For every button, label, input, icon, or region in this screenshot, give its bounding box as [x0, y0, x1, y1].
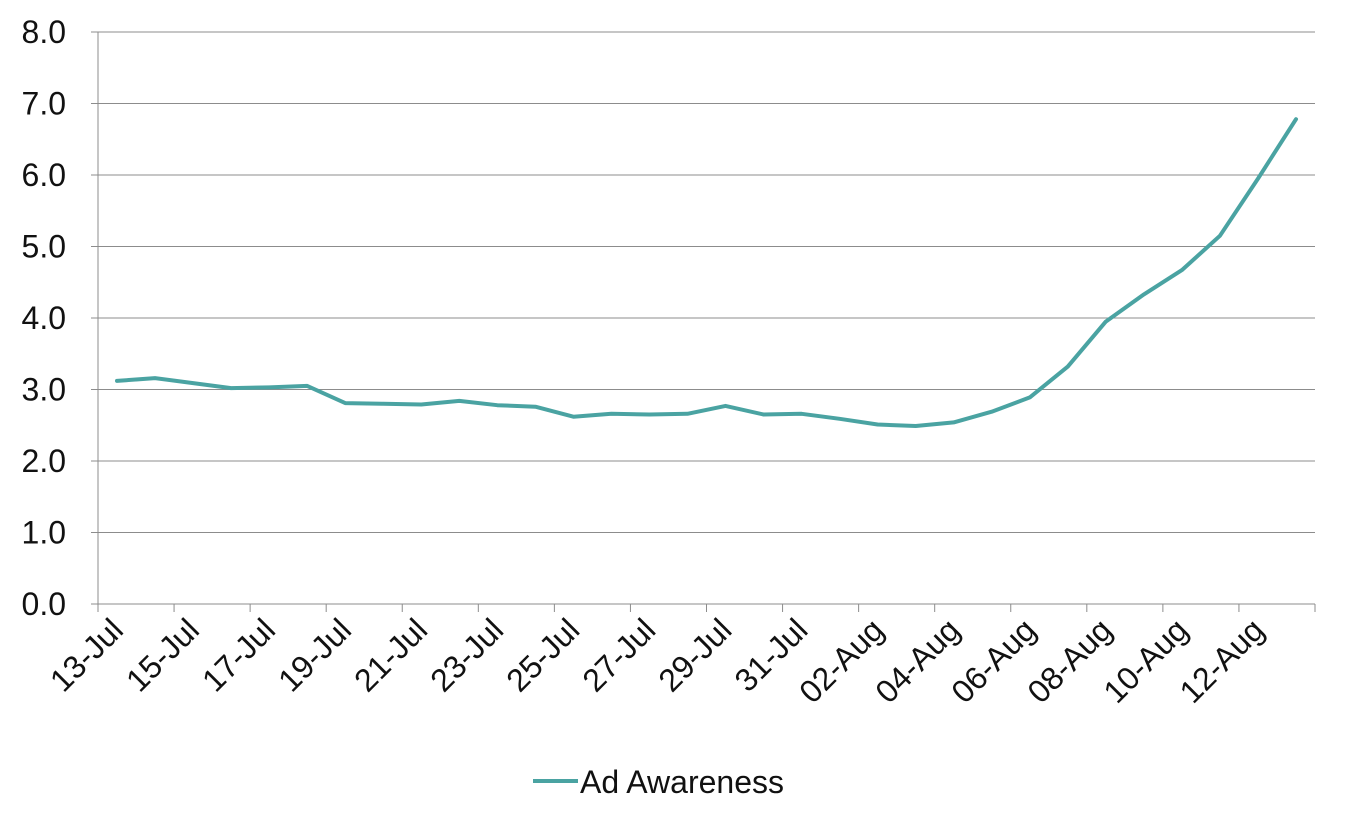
x-tick-label: 17-Jul: [195, 611, 282, 698]
x-tick-label: 13-Jul: [43, 611, 130, 698]
y-tick-label: 7.0: [22, 86, 66, 122]
y-tick-label: 1.0: [22, 515, 66, 551]
y-tick-label: 2.0: [22, 443, 66, 479]
x-axis-tick-labels: 13-Jul15-Jul17-Jul19-Jul21-Jul23-Jul25-J…: [43, 611, 1271, 709]
legend-label: Ad Awareness: [580, 764, 784, 800]
x-tick-label: 25-Jul: [499, 611, 586, 698]
x-tick-label: 08-Aug: [1020, 611, 1118, 709]
y-tick-label: 5.0: [22, 229, 66, 265]
y-tick-label: 3.0: [22, 372, 66, 408]
gridlines: [98, 31, 1315, 533]
y-tick-label: 0.0: [22, 586, 66, 622]
x-tick-label: 29-Jul: [651, 611, 738, 698]
x-tick-label: 21-Jul: [347, 611, 434, 698]
x-tick-label: 04-Aug: [868, 611, 966, 709]
x-tick-label: 15-Jul: [119, 611, 206, 698]
x-tick-label: 19-Jul: [271, 611, 358, 698]
y-tick-label: 6.0: [22, 157, 66, 193]
x-tick-label: 23-Jul: [423, 611, 510, 698]
x-tick-label: 06-Aug: [944, 611, 1042, 709]
axes: [91, 31, 1316, 612]
x-tick-label: 12-Aug: [1172, 611, 1270, 709]
series-line: [115, 117, 1298, 428]
y-tick-label: 8.0: [22, 14, 66, 50]
x-tick-label: 27-Jul: [575, 611, 662, 698]
series-lines: [115, 117, 1298, 428]
x-tick-label: 02-Aug: [792, 611, 890, 709]
x-tick-label: 10-Aug: [1096, 611, 1194, 709]
legend: Ad Awareness: [533, 764, 784, 800]
y-axis-tick-labels: 0.0 1.0 2.0 3.0 4.0 5.0 6.0 7.0 8.0: [22, 14, 66, 622]
y-tick-label: 4.0: [22, 300, 66, 336]
